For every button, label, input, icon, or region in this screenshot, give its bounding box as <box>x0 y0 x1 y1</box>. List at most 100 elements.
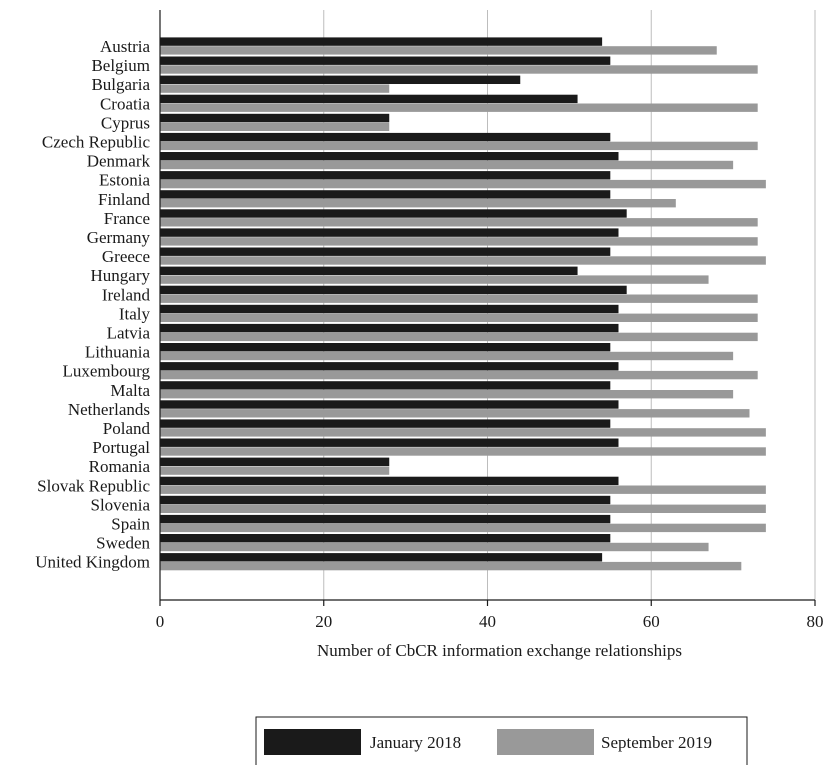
category-label: Austria <box>100 37 151 56</box>
bar-series-1 <box>160 534 611 543</box>
category-label: Germany <box>87 228 151 247</box>
bar-series-1 <box>160 343 611 352</box>
category-label: Spain <box>111 515 150 534</box>
category-label: Bulgaria <box>91 75 150 94</box>
x-tick-label: 40 <box>479 612 496 631</box>
bar-series-1 <box>160 56 611 65</box>
category-label: Estonia <box>99 171 150 190</box>
bar-series-1 <box>160 228 619 237</box>
bar-series-2 <box>160 542 709 552</box>
bar-series-2 <box>160 504 766 513</box>
category-label: Slovenia <box>91 495 151 514</box>
category-label: United Kingdom <box>35 553 150 572</box>
bar-series-1 <box>160 113 390 123</box>
bar-series-1 <box>160 209 627 218</box>
bar-series-2 <box>160 390 734 399</box>
legend: January 2018 September 2019 <box>255 716 748 768</box>
category-label: Croatia <box>100 94 150 113</box>
bar-series-1 <box>160 381 611 390</box>
bar-series-1 <box>160 514 611 524</box>
category-label: Malta <box>110 381 150 400</box>
category-label: Italy <box>119 304 151 323</box>
bar-series-2 <box>160 237 758 246</box>
category-label: Luxembourg <box>62 362 150 381</box>
bar-series-1 <box>160 171 611 180</box>
bar-series-2 <box>160 160 734 170</box>
bar-series-1 <box>160 37 603 46</box>
category-label: Finland <box>98 190 150 209</box>
x-tick-label: 20 <box>315 612 332 631</box>
bar-series-2 <box>160 485 766 494</box>
legend-swatch <box>264 729 361 755</box>
x-tick-label: 80 <box>807 612 824 631</box>
bar-series-2 <box>160 447 766 456</box>
x-axis-title: Number of CbCR information exchange rela… <box>317 641 682 660</box>
category-label: Poland <box>103 419 151 438</box>
bar-series-2 <box>160 428 766 437</box>
category-label: France <box>104 209 150 228</box>
bar-series-1 <box>160 75 521 84</box>
category-label: Cyprus <box>101 113 150 132</box>
bar-series-1 <box>160 553 603 562</box>
bar-series-2 <box>160 294 758 303</box>
x-tick-labels: 0 20 40 60 80 <box>156 600 824 631</box>
legend-swatch <box>497 729 594 755</box>
bar-series-2 <box>160 103 758 112</box>
bar-series-1 <box>160 190 611 199</box>
category-label: Portugal <box>92 438 150 457</box>
bar-series-1 <box>160 132 611 142</box>
bar-series-1 <box>160 94 578 104</box>
category-label: Denmark <box>87 152 151 171</box>
category-labels: AustriaBelgiumBulgariaCroatiaCyprusCzech… <box>35 37 150 572</box>
bar-series-1 <box>160 266 578 275</box>
bar-series-1 <box>160 476 619 486</box>
bar-series-2 <box>160 46 717 55</box>
bar-series-1 <box>160 323 619 333</box>
bar-series-1 <box>160 438 619 447</box>
x-tick-label: 60 <box>643 612 660 631</box>
bar-series-2 <box>160 199 676 208</box>
bar-series-2 <box>160 65 758 74</box>
bar-series-2 <box>160 409 750 418</box>
category-label: Czech Republic <box>42 133 151 152</box>
category-label: Romania <box>89 457 151 476</box>
bar-series-1 <box>160 247 611 256</box>
category-label: Netherlands <box>68 400 150 419</box>
bar-series-2 <box>160 466 390 475</box>
category-label: Belgium <box>91 56 150 75</box>
category-label: Greece <box>102 247 150 266</box>
category-label: Sweden <box>96 534 150 553</box>
bar-series-2 <box>160 313 758 322</box>
bar-series-2 <box>160 84 390 93</box>
bar-series-2 <box>160 218 758 227</box>
bar-series-2 <box>160 179 766 189</box>
bars <box>160 37 766 571</box>
bar-series-2 <box>160 275 709 284</box>
category-label: Lithuania <box>85 343 151 362</box>
category-label: Ireland <box>102 285 151 304</box>
bar-series-1 <box>160 304 619 314</box>
bar-series-1 <box>160 400 619 409</box>
legend-label: September 2019 <box>601 733 712 752</box>
category-label: Latvia <box>107 324 151 343</box>
bar-series-2 <box>160 141 758 151</box>
bar-series-1 <box>160 495 611 505</box>
bar-series-1 <box>160 457 390 466</box>
bar-series-2 <box>160 332 758 342</box>
bar-series-1 <box>160 285 627 295</box>
x-tick-label: 0 <box>156 612 165 631</box>
bar-series-2 <box>160 523 766 533</box>
bar-series-2 <box>160 561 742 571</box>
legend-label: January 2018 <box>370 733 461 752</box>
category-label: Hungary <box>91 266 151 285</box>
bar-series-1 <box>160 152 619 161</box>
bar-series-1 <box>160 362 619 371</box>
bar-series-1 <box>160 419 611 428</box>
bar-series-2 <box>160 351 734 361</box>
bar-series-2 <box>160 256 766 265</box>
category-label: Slovak Republic <box>37 476 150 495</box>
bar-series-2 <box>160 122 390 131</box>
bar-series-2 <box>160 370 758 380</box>
